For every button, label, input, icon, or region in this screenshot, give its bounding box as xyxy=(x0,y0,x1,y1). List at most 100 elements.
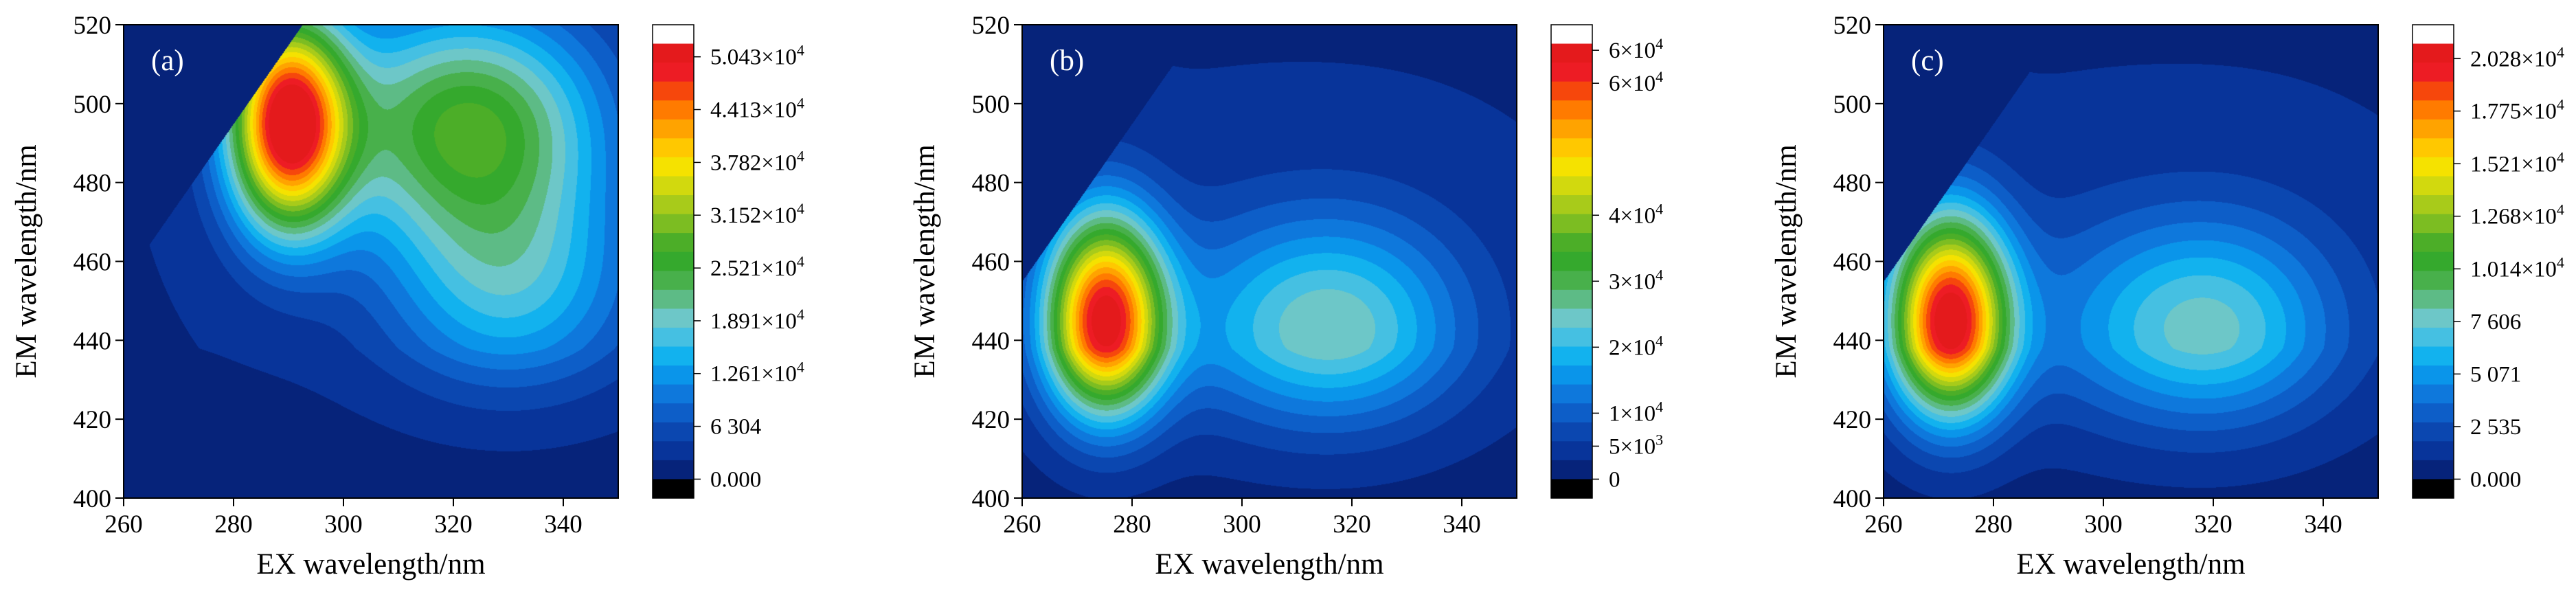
colorbar-segment xyxy=(653,479,694,499)
colorbar-segment xyxy=(653,100,694,120)
colorbar-segment xyxy=(653,157,694,177)
colorbar-tick-label: 7 606 xyxy=(2470,310,2521,335)
colorbar-tick-label: 1×104 xyxy=(1609,398,1663,426)
colorbar-tick-label: 5×103 xyxy=(1609,431,1663,459)
panel-label: (a) xyxy=(151,45,184,77)
colorbar-segment xyxy=(653,81,694,101)
x-tick-label: 320 xyxy=(2194,510,2233,539)
colorbar-segment xyxy=(2413,233,2454,253)
colorbar-tick-label: 1.891×104 xyxy=(710,306,804,334)
colorbar-segment xyxy=(1551,346,1592,366)
y-tick-label: 400 xyxy=(74,485,112,513)
colorbar-segment xyxy=(1551,441,1592,461)
colorbar-segment xyxy=(2413,327,2454,348)
colorbar-frame xyxy=(2412,24,2454,499)
colorbar-tick-label: 4×104 xyxy=(1609,200,1663,228)
colorbar-segment xyxy=(653,119,694,139)
colorbar-tick-label: 6×104 xyxy=(1609,35,1663,63)
colorbar-segment xyxy=(2413,346,2454,366)
colorbar-tick-label: 2×104 xyxy=(1609,332,1663,360)
colorbar-segment xyxy=(2413,81,2454,101)
x-axis-label: EX wavelength/nm xyxy=(1155,548,1383,581)
colorbar-frame xyxy=(652,24,694,499)
y-tick-label: 480 xyxy=(1833,170,1872,198)
colorbar-segment xyxy=(653,422,694,442)
colorbar-segment xyxy=(653,271,694,291)
colorbar-segment xyxy=(1551,63,1592,82)
y-tick-label: 520 xyxy=(74,12,112,40)
y-tick-label: 460 xyxy=(972,249,1010,277)
colorbar-segment xyxy=(1551,157,1592,177)
y-tick-label: 420 xyxy=(74,406,112,434)
colorbar-tick-label: 3×104 xyxy=(1609,266,1663,294)
colorbar-tick-label: 2 535 xyxy=(2470,415,2521,440)
colorbar-segment xyxy=(1551,460,1592,480)
colorbar-tick-label: 1.775×104 xyxy=(2470,96,2564,124)
y-tick-label: 420 xyxy=(1833,406,1872,434)
colorbar-frame xyxy=(1550,24,1593,499)
colorbar-segment xyxy=(2413,176,2454,196)
y-tick-label: 480 xyxy=(972,170,1010,198)
colorbar-segment xyxy=(653,384,694,404)
colorbar: 6×104 6×104 4×104 3×104 2×104 1×104 5×103 0 xyxy=(1550,24,1663,499)
colorbar-segment xyxy=(2413,271,2454,291)
contour-field xyxy=(1022,25,1517,498)
colorbar-segment xyxy=(653,63,694,82)
y-tick-label: 480 xyxy=(74,170,112,198)
x-tick-label: 300 xyxy=(1223,510,1261,539)
colorbar-segment xyxy=(1551,365,1592,385)
colorbar-segment xyxy=(653,43,694,63)
colorbar-segment xyxy=(2413,479,2454,499)
colorbar-segment xyxy=(1551,479,1592,499)
y-axis-label: EM wavelength/nm xyxy=(909,144,941,378)
colorbar-tick-label: 1.014×104 xyxy=(2470,254,2564,282)
x-tick-label: 320 xyxy=(1333,510,1371,539)
colorbar-segment xyxy=(1551,327,1592,348)
colorbar-segment xyxy=(1551,195,1592,215)
colorbar-segment xyxy=(653,403,694,423)
colorbar-segment xyxy=(653,460,694,480)
colorbar-segment xyxy=(2413,422,2454,442)
colorbar-segment xyxy=(2413,403,2454,423)
y-tick-label: 500 xyxy=(972,91,1010,119)
x-tick-label: 340 xyxy=(1443,510,1481,539)
colorbar-segment xyxy=(2413,100,2454,120)
contour-field xyxy=(1884,25,2378,498)
colorbar-segment xyxy=(2413,214,2454,234)
colorbar-segment xyxy=(653,346,694,366)
colorbar-segment xyxy=(2413,63,2454,82)
colorbar-tick-label: 0.000 xyxy=(710,467,761,492)
colorbar-tick-label: 5 071 xyxy=(2470,362,2521,387)
y-tick-label: 500 xyxy=(1833,91,1872,119)
colorbar-segment xyxy=(653,233,694,253)
x-tick-label: 280 xyxy=(1113,510,1151,539)
colorbar-segment xyxy=(1551,422,1592,442)
y-tick-label: 460 xyxy=(1833,249,1872,277)
x-tick-label: 260 xyxy=(1864,510,1903,539)
colorbar-segment xyxy=(2413,119,2454,139)
y-tick-label: 520 xyxy=(1833,12,1872,40)
y-tick-label: 420 xyxy=(972,406,1010,434)
colorbar-segment xyxy=(653,214,694,234)
colorbar-segment xyxy=(1551,176,1592,196)
colorbar-segment xyxy=(1551,119,1592,139)
colorbar-segment xyxy=(653,308,694,328)
x-tick-label: 260 xyxy=(1003,510,1041,539)
panel-2: (b) 260 280 300 320 340 400 420 440 460 480 500 520 E… xyxy=(909,12,1663,581)
colorbar-tick-label: 1.261×104 xyxy=(710,359,804,387)
x-tick-label: 300 xyxy=(324,510,363,539)
colorbar-segment xyxy=(653,176,694,196)
colorbar-segment xyxy=(653,251,694,271)
x-tick-label: 340 xyxy=(2304,510,2342,539)
colorbar: 5.043×104 4.413×104 3.782×104 3.152×104 2.52… xyxy=(652,24,804,499)
colorbar-tick-label: 1.268×104 xyxy=(2470,201,2564,229)
colorbar-segment xyxy=(2413,138,2454,158)
colorbar-segment xyxy=(1551,289,1592,309)
colorbar-segment xyxy=(1551,214,1592,234)
colorbar-segment xyxy=(1551,100,1592,120)
colorbar-tick-label: 3.152×104 xyxy=(710,200,804,228)
colorbar-tick-label: 6 304 xyxy=(710,415,761,440)
x-tick-label: 340 xyxy=(544,510,583,539)
colorbar-tick-label: 2.028×104 xyxy=(2470,43,2564,71)
colorbar-segment xyxy=(2413,25,2454,45)
